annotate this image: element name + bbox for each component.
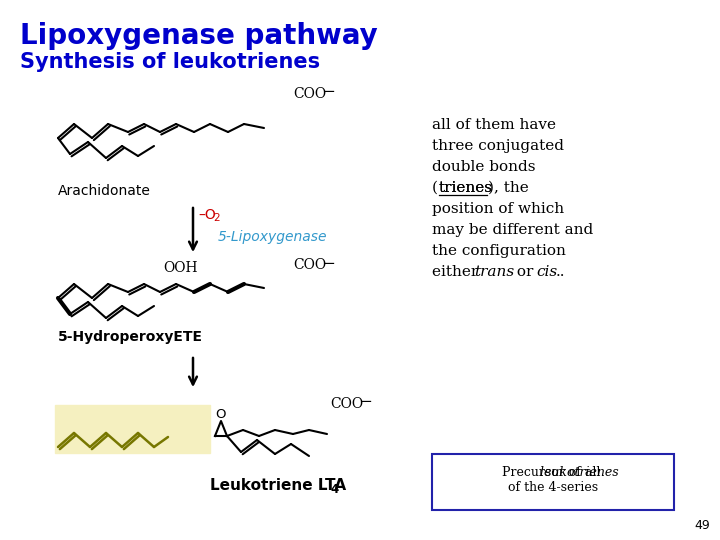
Text: the configuration: the configuration: [432, 244, 566, 258]
Text: may be different and: may be different and: [432, 223, 593, 237]
Text: of the 4-series: of the 4-series: [508, 481, 598, 494]
Text: Synthesis of leukotrienes: Synthesis of leukotrienes: [20, 52, 320, 72]
Text: leukotrienes: leukotrienes: [487, 466, 618, 479]
Text: −: −: [322, 255, 335, 271]
Text: –O: –O: [198, 208, 216, 222]
Text: (: (: [432, 181, 438, 195]
Text: cis: cis: [536, 265, 557, 279]
Text: 49: 49: [694, 519, 710, 532]
Text: trienes: trienes: [439, 181, 493, 195]
Text: either: either: [432, 265, 483, 279]
Text: trans: trans: [474, 265, 514, 279]
Text: COO: COO: [293, 258, 326, 272]
Text: position of which: position of which: [432, 202, 564, 216]
Text: 5-HydroperoxyETE: 5-HydroperoxyETE: [58, 330, 203, 344]
Text: 2: 2: [213, 213, 220, 223]
Text: OOH: OOH: [163, 261, 197, 275]
Text: trienes: trienes: [439, 181, 493, 195]
Text: or: or: [512, 265, 539, 279]
Text: ..: ..: [556, 265, 565, 279]
Text: Leukotriene LTA: Leukotriene LTA: [210, 478, 346, 493]
Text: −: −: [322, 84, 335, 99]
Text: all of them have: all of them have: [432, 118, 556, 132]
Text: three conjugated: three conjugated: [432, 139, 564, 153]
Text: double bonds: double bonds: [432, 160, 536, 174]
Bar: [55, 405, 210, 453]
Text: 5-Lipoxygenase: 5-Lipoxygenase: [218, 230, 328, 244]
Text: 4: 4: [330, 483, 338, 496]
Bar: [432, 454, 674, 510]
Text: −: −: [359, 395, 372, 409]
Text: O: O: [215, 408, 225, 421]
Text: COO: COO: [330, 397, 363, 411]
Text: Arachidonate: Arachidonate: [58, 184, 151, 198]
Text: ), the: ), the: [488, 181, 528, 195]
Text: Precursor of all: Precursor of all: [502, 466, 604, 479]
Text: COO: COO: [293, 87, 326, 101]
Text: Lipoxygenase pathway: Lipoxygenase pathway: [20, 22, 378, 50]
